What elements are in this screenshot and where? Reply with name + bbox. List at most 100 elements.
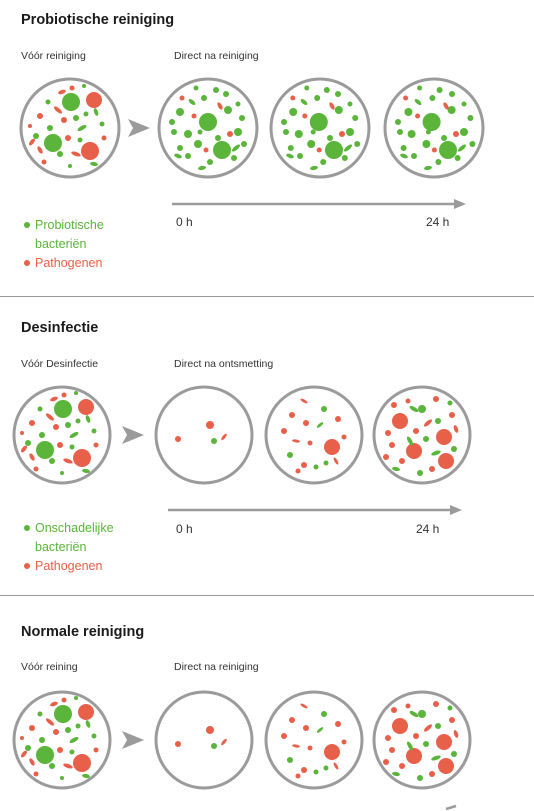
red-pathogen	[33, 771, 39, 777]
green-bacterium	[406, 741, 414, 751]
red-pathogen	[333, 762, 339, 770]
red-pathogen	[301, 462, 307, 468]
section-title: Probiotische reiniging	[21, 12, 175, 28]
red-pathogen	[203, 147, 209, 153]
green-bacterium	[82, 773, 90, 779]
green-bacterium	[409, 405, 419, 413]
red-pathogen	[433, 396, 439, 402]
red-pathogen	[29, 758, 35, 766]
red-pathogen	[206, 421, 214, 429]
petri-dish	[154, 385, 254, 485]
green-bacterium	[82, 84, 86, 88]
red-pathogen	[453, 425, 459, 433]
green-bacterium	[435, 723, 441, 729]
red-pathogen	[383, 759, 389, 765]
red-pathogen	[175, 436, 181, 442]
green-bacterium	[321, 711, 327, 717]
red-pathogen	[33, 466, 39, 472]
red-pathogen	[339, 131, 345, 137]
green-bacterium	[194, 140, 202, 148]
green-bacterium	[211, 438, 217, 444]
green-bacterium	[341, 155, 348, 161]
red-pathogen	[81, 142, 99, 160]
red-pathogen	[341, 739, 347, 745]
green-bacterium	[457, 144, 467, 152]
green-bacterium	[411, 153, 417, 159]
green-bacterium	[431, 450, 441, 456]
green-bacterium	[418, 405, 426, 413]
red-pathogen	[86, 92, 102, 108]
red-pathogen	[71, 151, 81, 157]
green-bacterium	[346, 128, 354, 136]
red-pathogen	[303, 420, 309, 426]
green-bacterium	[241, 141, 247, 147]
arrow-chevron-icon	[128, 119, 150, 137]
green-bacterium	[469, 141, 476, 147]
timeline-arrow	[445, 804, 457, 811]
green-bacterium	[198, 165, 206, 171]
green-bacterium	[409, 710, 419, 718]
red-pathogen	[65, 135, 71, 141]
red-pathogen	[406, 748, 422, 764]
green-bacterium	[283, 129, 289, 135]
before-label: Vóór Desinfectie	[21, 358, 99, 370]
green-bacterium	[313, 769, 319, 775]
red-pathogen	[221, 433, 227, 441]
green-bacterium	[460, 128, 468, 136]
green-bacterium	[310, 165, 318, 171]
green-bacterium	[454, 155, 461, 161]
red-pathogen	[29, 725, 35, 731]
red-pathogen	[413, 733, 419, 739]
red-pathogen	[45, 413, 55, 421]
green-bacterium	[435, 418, 441, 424]
green-bacterium	[169, 119, 175, 125]
green-bacterium	[60, 776, 64, 780]
red-pathogen	[28, 124, 32, 128]
green-bacterium	[36, 441, 54, 459]
red-pathogen	[29, 138, 35, 146]
legend-item-red: Pathogenen	[24, 254, 125, 273]
red-dot-icon	[24, 563, 30, 569]
green-bacterium	[451, 751, 457, 757]
arrow-chevron-icon	[122, 426, 144, 444]
after-label: Direct na ontsmetting	[174, 358, 274, 370]
green-bacterium	[347, 101, 353, 107]
green-bacterium	[49, 458, 55, 464]
red-pathogen	[423, 419, 433, 427]
green-bacterium	[231, 155, 237, 161]
green-bacterium	[447, 400, 453, 406]
green-bacterium	[304, 85, 310, 91]
green-bacterium	[297, 153, 303, 159]
red-pathogen	[45, 718, 55, 726]
red-pathogen	[302, 113, 308, 119]
red-pathogen	[307, 745, 313, 751]
green-bacterium	[407, 130, 416, 138]
green-bacterium	[439, 141, 457, 159]
red-pathogen	[175, 741, 181, 747]
green-bacterium	[65, 422, 71, 428]
red-pathogen	[29, 453, 35, 461]
red-pathogen	[53, 106, 63, 114]
green-bacterium	[37, 711, 43, 717]
green-bacterium	[406, 436, 414, 446]
red-pathogen	[281, 428, 287, 434]
green-bacterium	[395, 119, 401, 125]
green-bacterium	[417, 470, 423, 476]
green-bacterium	[99, 121, 105, 127]
red-pathogen	[389, 747, 395, 753]
green-bacterium	[441, 135, 447, 141]
section-divider	[0, 595, 534, 596]
red-pathogen	[69, 85, 75, 91]
red-pathogen	[392, 413, 408, 429]
red-pathogen	[405, 703, 411, 709]
section-title: Normale reiniging	[21, 624, 145, 640]
green-bacterium	[316, 422, 324, 428]
green-bacterium	[37, 406, 43, 412]
red-pathogen	[57, 442, 63, 448]
legend: Probiotische bacteriën Pathogenen	[24, 216, 125, 273]
green-bacterium	[392, 466, 400, 472]
red-pathogen	[217, 102, 223, 110]
red-pathogen	[389, 442, 395, 448]
green-bacterium	[62, 93, 80, 111]
